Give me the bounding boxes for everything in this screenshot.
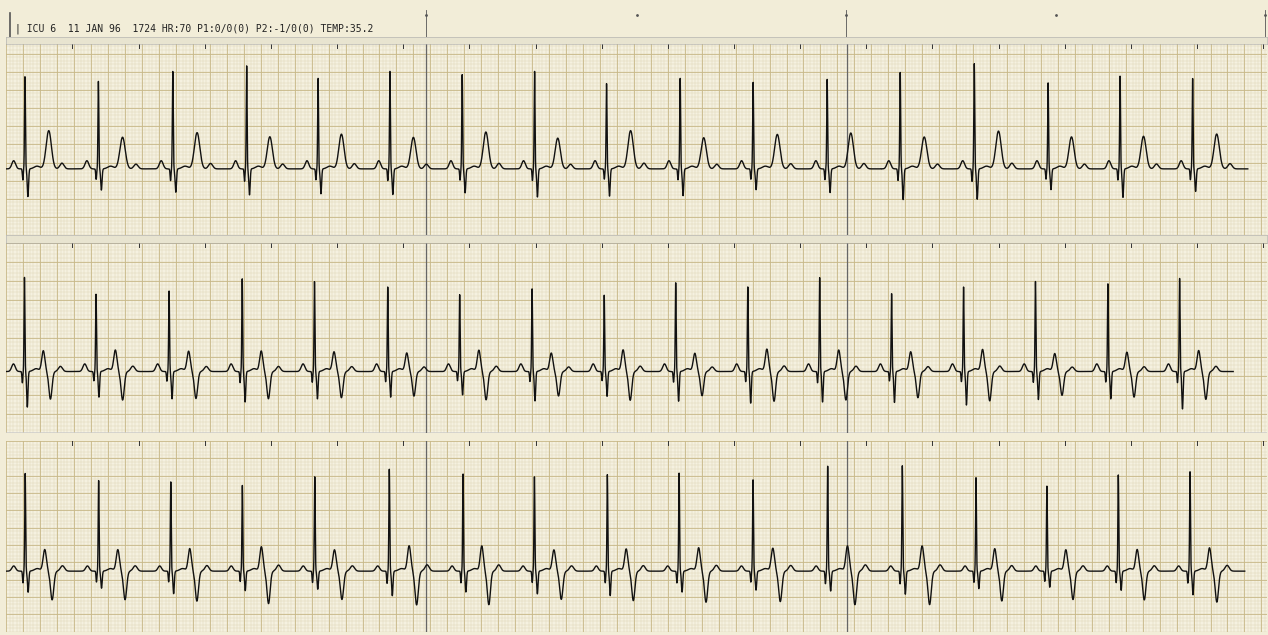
Text: | ICU 6  11 JAN 96  1724 HR:70 P1:0/0(0) P2:-1/0(0) TEMP:35.2: | ICU 6 11 JAN 96 1724 HR:70 P1:0/0(0) P…	[15, 23, 374, 34]
